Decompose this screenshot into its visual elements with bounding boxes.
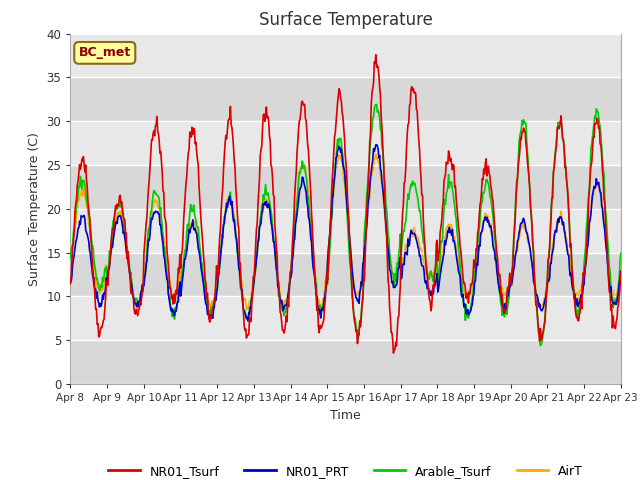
Legend: NR01_Tsurf, NR01_PRT, Arable_Tsurf, AirT: NR01_Tsurf, NR01_PRT, Arable_Tsurf, AirT [103,460,588,480]
Bar [70,340,621,384]
Text: BC_met: BC_met [79,47,131,60]
Bar [70,252,621,296]
Bar [70,165,621,209]
Y-axis label: Surface Temperature (C): Surface Temperature (C) [28,132,41,286]
X-axis label: Time: Time [330,408,361,421]
Title: Surface Temperature: Surface Temperature [259,11,433,29]
Bar [70,296,621,340]
Bar [70,121,621,165]
Bar [70,77,621,121]
Bar [70,209,621,252]
Bar [70,34,621,77]
